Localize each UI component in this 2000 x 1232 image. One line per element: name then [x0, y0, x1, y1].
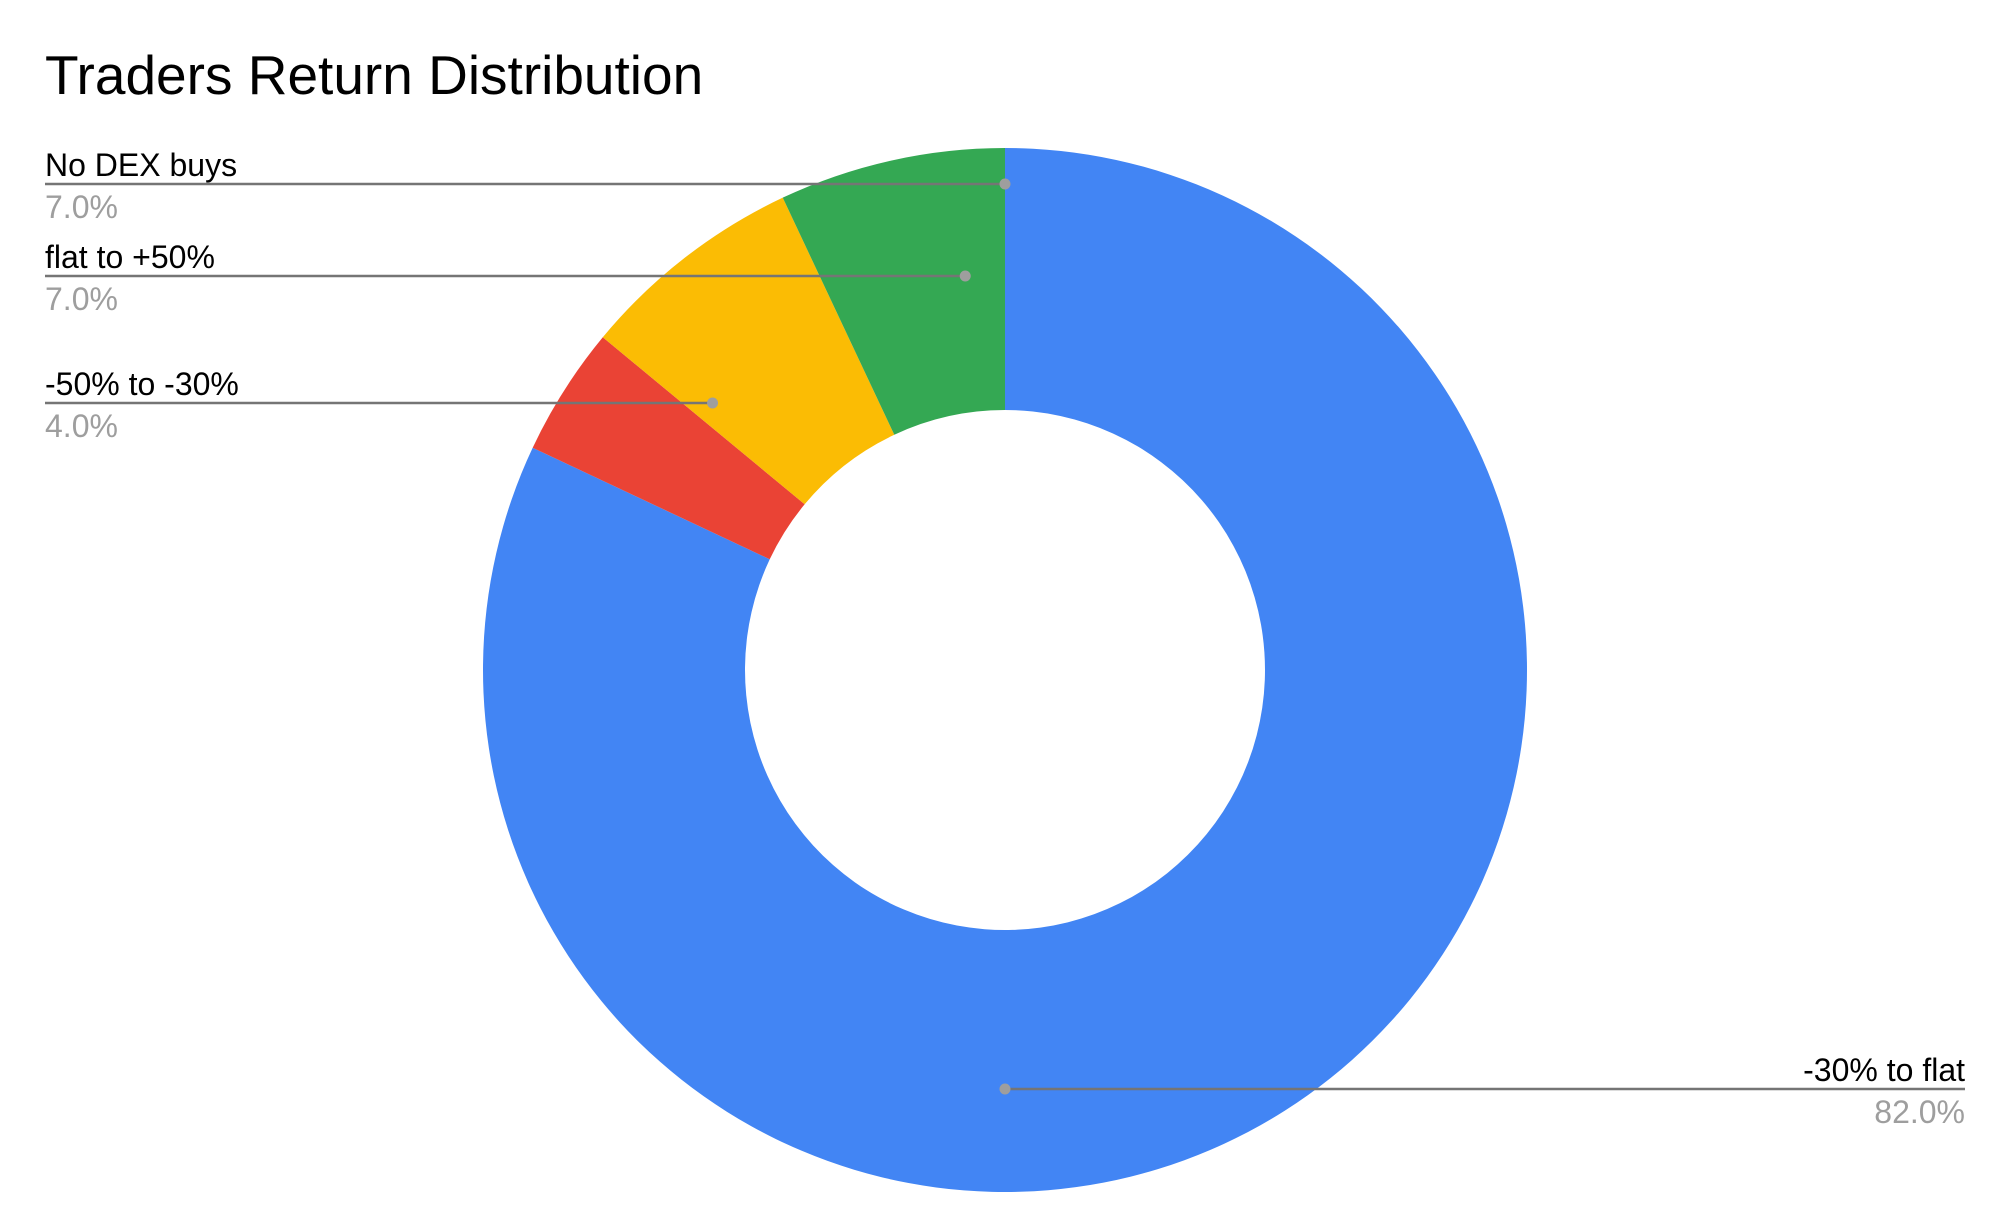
- slice-label-30-to-flat: -30% to flat: [1803, 1052, 1965, 1088]
- slice-label-50-to-30: -50% to -30%: [45, 366, 239, 402]
- slice-no-dex-buys: [782, 148, 1005, 435]
- chart-title: Traders Return Distribution: [45, 44, 703, 106]
- slices-group: [483, 148, 1528, 1192]
- slice-30-to-flat: [483, 148, 1528, 1192]
- slice-label-no-dex-buys: No DEX buys: [45, 147, 237, 183]
- slice-flat-to-50: [602, 197, 895, 505]
- leader-dot-50-to-30: [707, 397, 719, 409]
- slice-50-to-30: [532, 337, 805, 560]
- slice-value-30-to-flat: 82.0%: [1874, 1094, 1965, 1130]
- slice-value-no-dex-buys: 7.0%: [45, 189, 118, 225]
- leader-dot-30-to-flat: [999, 1083, 1011, 1095]
- labels-group: -30% to flat 82.0% -50% to -30% 4.0% flat to…: [45, 147, 1965, 1130]
- leader-dot-no-dex-buys: [999, 178, 1011, 190]
- leader-dot-flat-to-50: [959, 270, 971, 282]
- slice-value-50-to-30: 4.0%: [45, 408, 118, 444]
- slice-value-flat-to-50: 7.0%: [45, 281, 118, 317]
- slice-label-flat-to-50: flat to +50%: [45, 239, 215, 275]
